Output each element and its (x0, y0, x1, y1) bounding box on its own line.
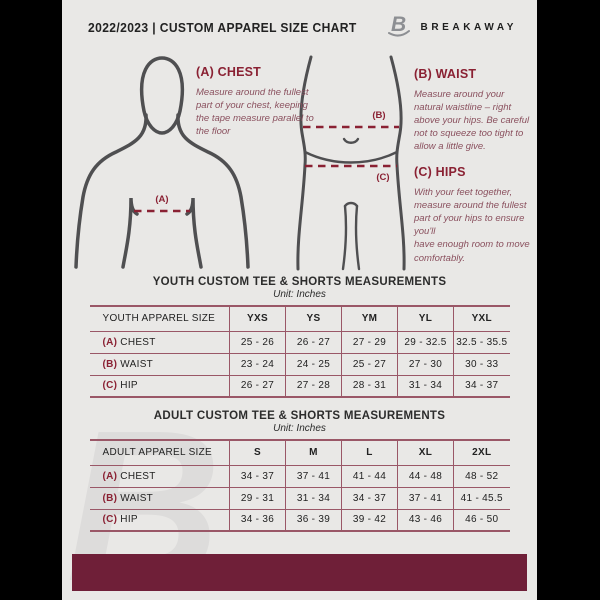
row-label-chest: (A) CHEST (89, 464, 230, 487)
adult-table-section: ADULT CUSTOM TEE & SHORTS MEASUREMENTS U… (62, 410, 537, 532)
cell: 39 - 42 (341, 508, 398, 531)
youth-table-unit: Unit: Inches (273, 289, 326, 300)
chest-heading: (A) CHEST (196, 65, 261, 79)
size-column-header: YS (285, 306, 342, 331)
cell: 34 - 37 (341, 486, 398, 509)
youth-table-title: YOUTH CUSTOM TEE & SHORTS MEASUREMENTS (152, 276, 447, 288)
cell: 29 - 32.5 (397, 330, 454, 353)
size-chart-page: B 2022/2023 | CUSTOM APPAREL SIZE CHART … (62, 0, 537, 600)
waist-heading: (B) WAIST (414, 67, 477, 81)
cell: 34 - 37 (453, 374, 510, 397)
size-column-header: S (229, 440, 286, 465)
youth-size-table: YOUTH APPAREL SIZE YXS YS YM YL YXL (A) C… (89, 305, 510, 398)
youth-table-section: YOUTH CUSTOM TEE & SHORTS MEASUREMENTS U… (62, 276, 537, 398)
cell: 41 - 45.5 (453, 486, 510, 509)
table-header-row: YOUTH APPAREL SIZE YXS YS YM YL YXL (90, 306, 510, 331)
size-column-header: M (285, 440, 342, 465)
cell: 43 - 46 (397, 508, 454, 531)
hips-body-text: With your feet together, measure around … (414, 187, 530, 264)
cell: 32.5 - 35.5 (453, 330, 510, 353)
cell: 34 - 36 (229, 508, 286, 531)
youth-label-header: YOUTH APPAREL SIZE (102, 313, 216, 325)
cell: 41 - 44 (341, 464, 398, 487)
header: 2022/2023 | CUSTOM APPAREL SIZE CHART B … (88, 13, 518, 42)
adult-table-unit: Unit: Inches (273, 423, 326, 434)
cell: 26 - 27 (229, 374, 286, 397)
cell: 31 - 34 (285, 486, 342, 509)
adult-size-table: ADULT APPAREL SIZE S M L XL 2XL (A) CHEST… (89, 439, 510, 532)
cell: 34 - 37 (229, 464, 286, 487)
page-title: 2022/2023 | CUSTOM APPAREL SIZE CHART (88, 19, 357, 35)
size-column-header: L (341, 440, 398, 465)
size-column-header: YXL (453, 306, 510, 331)
brand-name: BREAKAWAY (420, 21, 517, 33)
adult-label-header: ADULT APPAREL SIZE (102, 447, 213, 459)
svg-text:B: B (391, 13, 406, 36)
cell: 30 - 33 (453, 352, 510, 375)
hip-marker-label: (C) (376, 172, 389, 183)
table-row: (B) WAIST 23 - 24 24 - 25 25 - 27 27 - 30… (89, 352, 510, 375)
cell: 29 - 31 (229, 486, 286, 509)
cell: 37 - 41 (285, 464, 342, 487)
cell: 28 - 31 (341, 374, 398, 397)
size-column-header: YXS (229, 306, 286, 331)
cell: 26 - 27 (285, 330, 342, 353)
chest-instructions: (A) CHEST Measure around the fullest par… (196, 65, 316, 138)
size-column-header: XL (397, 440, 454, 465)
cell: 25 - 27 (341, 352, 398, 375)
cell: 37 - 41 (397, 486, 454, 509)
row-label-waist: (B) WAIST (89, 352, 230, 375)
size-column-header: YM (341, 306, 398, 331)
waist-body-text: Measure around your natural waistline – … (414, 89, 530, 153)
cell: 46 - 50 (453, 508, 510, 531)
waist-instructions: (B) WAIST Measure around your natural wa… (414, 67, 534, 154)
cell: 31 - 34 (397, 374, 454, 397)
table-row: (C) HIP 26 - 27 27 - 28 28 - 31 31 - 34 3… (89, 374, 510, 397)
size-column-header: 2XL (453, 440, 510, 465)
table-row: (A) CHEST 34 - 37 37 - 41 41 - 44 44 - 48… (89, 464, 510, 487)
table-header-row: ADULT APPAREL SIZE S M L XL 2XL (90, 440, 510, 465)
lower-body-figure: (B) (C) (296, 55, 406, 271)
cell: 44 - 48 (397, 464, 454, 487)
cell: 36 - 39 (285, 508, 342, 531)
torso-figure: (A) (74, 56, 250, 269)
hips-heading: (C) HIPS (414, 165, 466, 179)
hips-instructions: (C) HIPS With your feet together, measur… (414, 165, 534, 265)
size-column-header: YL (397, 306, 454, 331)
measurement-diagram: (A) (B) (C) (A) CHEST Measure around the… (62, 55, 537, 271)
cell: 27 - 28 (285, 374, 342, 397)
row-label-hip: (C) HIP (89, 508, 230, 531)
chest-marker-label: (A) (155, 194, 168, 205)
cell: 24 - 25 (285, 352, 342, 375)
adult-table-title: ADULT CUSTOM TEE & SHORTS MEASUREMENTS (153, 410, 446, 422)
row-label-chest: (A) CHEST (89, 330, 230, 353)
breakaway-b-logo-icon: B (387, 13, 414, 42)
cell: 23 - 24 (229, 352, 286, 375)
cell: 25 - 26 (229, 330, 286, 353)
brand-lockup: B BREAKAWAY (387, 13, 518, 42)
table-row: (C) HIP 34 - 36 36 - 39 39 - 42 43 - 46 4… (89, 508, 510, 531)
row-label-hip: (C) HIP (89, 374, 230, 397)
cell: 27 - 29 (341, 330, 398, 353)
table-row: (B) WAIST 29 - 31 31 - 34 34 - 37 37 - 41… (89, 486, 510, 509)
row-label-waist: (B) WAIST (89, 486, 230, 509)
table-row: (A) CHEST 25 - 26 26 - 27 27 - 29 29 - 32… (89, 330, 510, 353)
chest-body-text: Measure around the fullest part of your … (196, 87, 314, 138)
footer-bar (72, 554, 527, 591)
cell: 27 - 30 (397, 352, 454, 375)
waist-marker-label: (B) (372, 110, 385, 121)
cell: 48 - 52 (453, 464, 510, 487)
